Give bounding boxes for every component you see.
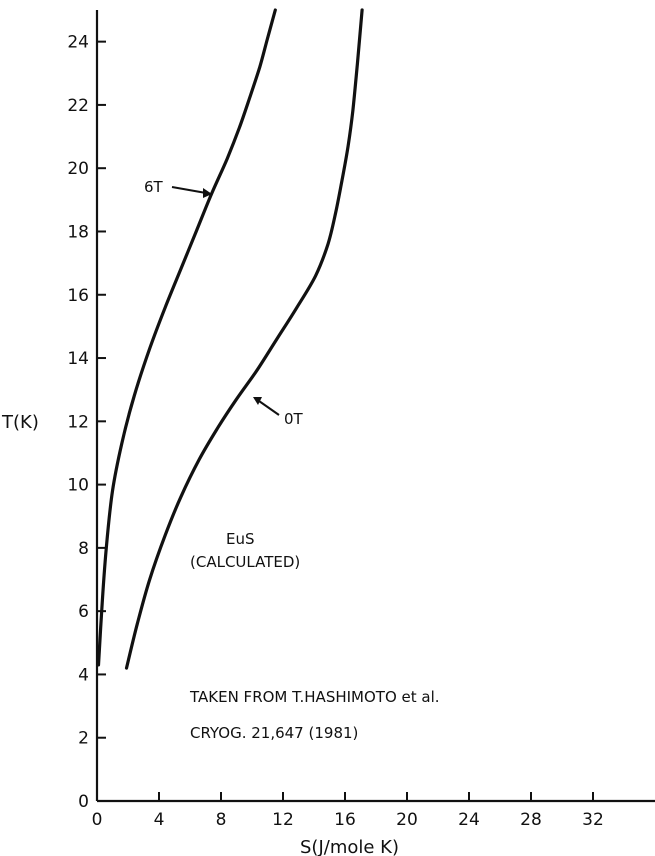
annotation-0t: 0T (253, 397, 304, 428)
x-tick-label: 20 (396, 810, 418, 830)
x-tick-label: 32 (582, 810, 604, 830)
arrow-head-0t (253, 397, 262, 405)
annotation-source: TAKEN FROM T.HASHIMOTO et al. (189, 688, 440, 706)
x-tick-label: 0 (92, 810, 103, 830)
y-tick-label: 22 (67, 96, 89, 116)
y-tick-label: 24 (67, 33, 89, 53)
y-tick-label: 4 (78, 665, 89, 685)
series-label-0t: 0T (284, 410, 304, 428)
annotation-eus: EuS (226, 530, 255, 548)
x-axis: 0 4 8 12 16 20 24 28 32 (92, 792, 655, 830)
y-tick-label: 16 (67, 286, 89, 306)
series-line-6t (96, 8, 277, 667)
annotation-6t: 6T (144, 178, 212, 198)
arrow-head-6t (203, 188, 212, 198)
y-tick-label: 0 (78, 792, 89, 812)
series-line-0t (124, 8, 364, 670)
x-tick-label: 4 (154, 810, 165, 830)
y-tick-label: 8 (78, 539, 89, 559)
annotation-calculated: (CALCULATED) (190, 553, 300, 571)
y-tick-label: 12 (67, 412, 89, 432)
x-axis-title: S(J/mole K) (300, 837, 399, 856)
series-label-6t: 6T (144, 178, 164, 196)
arrow-0t (258, 400, 280, 416)
y-axis-title: T(K) (1, 412, 39, 433)
y-tick-label: 14 (67, 349, 89, 369)
x-tick-label: 24 (458, 810, 480, 830)
series-group (96, 8, 364, 670)
x-tick-label: 12 (272, 810, 294, 830)
y-tick-label: 6 (78, 602, 89, 622)
y-tick-label: 18 (67, 222, 89, 242)
arrow-6t (171, 186, 207, 194)
x-tick-label: 28 (520, 810, 542, 830)
y-tick-label: 10 (67, 476, 89, 496)
y-tick-label: 2 (78, 729, 89, 749)
x-tick-label: 16 (334, 810, 356, 830)
y-tick-label: 20 (67, 159, 89, 179)
x-tick-label: 8 (216, 810, 227, 830)
annotation-citation: CRYOG. 21,647 (1981) (190, 724, 358, 742)
